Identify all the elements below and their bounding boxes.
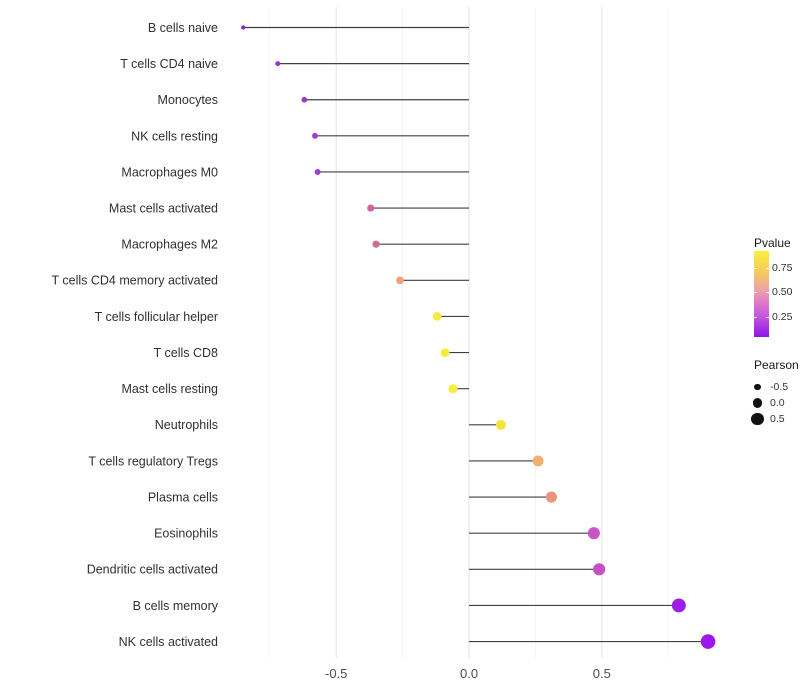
data-point (448, 384, 458, 394)
data-point (700, 634, 716, 649)
colorbar-tick-mark (754, 316, 757, 318)
data-point (275, 61, 281, 67)
category-label: Plasma cells (148, 490, 218, 504)
colorbar-tick-mark (766, 316, 769, 318)
data-point (495, 419, 506, 430)
category-label: Mast cells resting (121, 382, 218, 396)
colorbar-tick-mark (766, 267, 769, 269)
x-tick-label: 0.0 (460, 666, 478, 681)
pvalue-tick-050: 0.50 (772, 286, 793, 298)
pvalue-tick-025: 0.25 (772, 310, 793, 323)
data-point (671, 598, 686, 613)
colorbar-tick-mark (754, 292, 757, 293)
category-label: T cells regulatory Tregs (88, 454, 218, 468)
data-point (587, 527, 600, 540)
data-point (301, 96, 308, 103)
pearson-legend-dot (752, 398, 763, 408)
pearson-legend-label: -0.5 (770, 380, 789, 393)
data-point (593, 563, 606, 576)
category-label: B cells memory (133, 599, 219, 613)
colorbar-tick-mark (754, 267, 757, 269)
data-point (432, 312, 442, 321)
data-point (372, 240, 380, 248)
category-label: Neutrophils (155, 418, 218, 432)
category-label: Macrophages M0 (121, 165, 218, 179)
pvalue-legend-title: Pvalue (754, 236, 791, 250)
category-label: T cells CD8 (154, 346, 218, 360)
pearson-legend-dot (754, 383, 761, 391)
data-point (532, 455, 544, 467)
data-point (241, 25, 246, 30)
category-label: B cells naive (148, 21, 218, 35)
category-label: Mast cells activated (109, 202, 218, 216)
pearson-legend-label: 0.0 (770, 396, 785, 409)
data-point (367, 204, 375, 212)
pearson-legend-title: Pearson (754, 358, 799, 372)
category-label: Macrophages M2 (121, 238, 218, 252)
category-label: T cells follicular helper (95, 310, 218, 324)
x-tick-label: 0.5 (593, 666, 611, 681)
data-point (545, 491, 557, 503)
category-label: NK cells activated (119, 635, 218, 649)
data-point (312, 132, 318, 139)
category-label: T cells CD4 memory activated (52, 274, 219, 288)
data-point (396, 276, 404, 285)
x-tick-label: -0.5 (325, 666, 347, 681)
pearson-legend-label: 0.5 (770, 412, 785, 425)
pvalue-colorbar (754, 251, 769, 337)
category-label: Monocytes (158, 93, 218, 107)
category-label: NK cells resting (131, 129, 218, 143)
pvalue-tick-075: 0.75 (772, 261, 793, 274)
colorbar-tick-mark (766, 292, 769, 293)
category-label: Dendritic cells activated (87, 563, 218, 577)
category-label: Eosinophils (154, 527, 218, 541)
category-label: T cells CD4 naive (120, 57, 218, 71)
pearson-legend-dot (751, 412, 764, 426)
data-point (314, 169, 321, 175)
data-point (440, 348, 450, 357)
